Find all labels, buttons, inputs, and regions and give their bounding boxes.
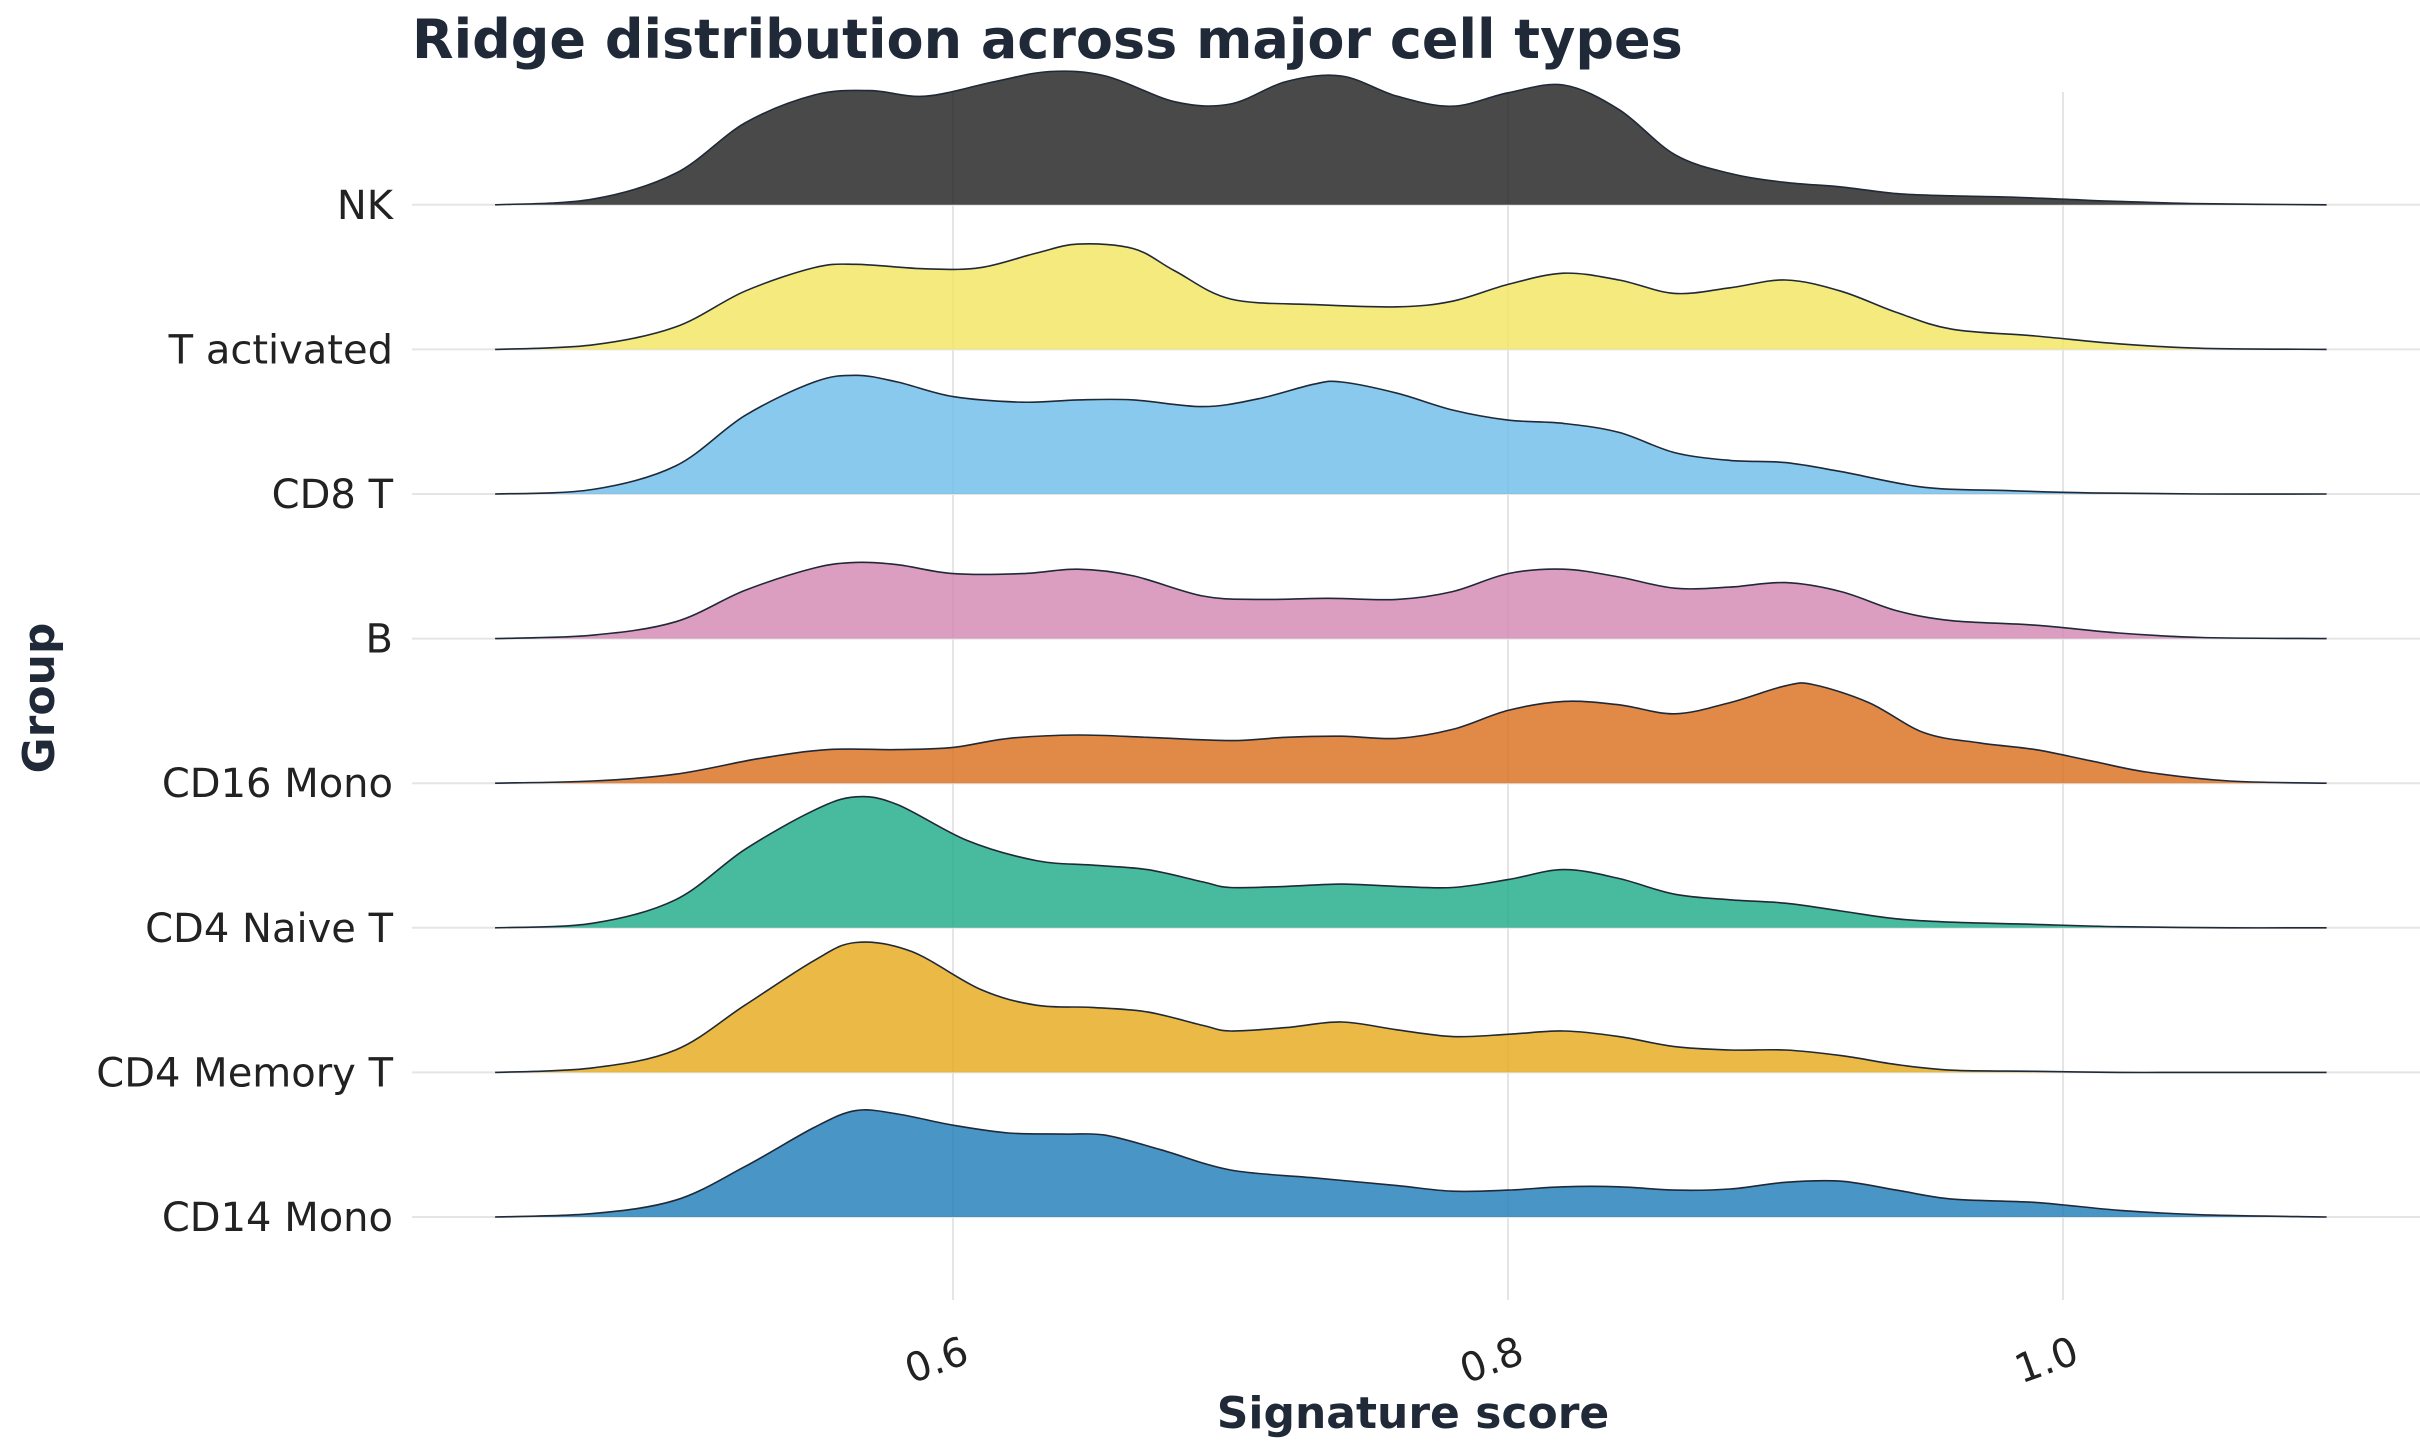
y-tick-label: B [366,617,393,663]
y-tick-label: NK [337,183,395,229]
ridge-area-cd14-mono [495,1109,2327,1217]
y-axis-title: Group [14,623,65,774]
ridges [495,70,2327,1218]
x-tick-label: 1.0 [2009,1328,2085,1393]
x-tick-label: 0.6 [899,1328,975,1393]
ridge-outline-cd16-mono [495,682,2327,784]
ridge-area-cd8-t [495,375,2327,495]
ridge-area-b [495,562,2327,639]
ridge-outline-t-activated [495,243,2327,351]
ridge-outline-cd8-t [495,374,2327,495]
ridge-area-cd16-mono [495,682,2327,784]
y-tick-label: T activated [168,327,393,373]
labels: CD14 Mono CD4 Memory T CD4 Naive T CD16 Mon… [96,183,2084,1393]
ridge-area-t-activated [495,243,2327,350]
x-axis-title: Signature score [1217,1388,1610,1439]
y-tick-label: CD4 Memory T [96,1050,393,1096]
ridge-outline-cd14-mono [495,1109,2327,1218]
y-tick-label: CD14 Mono [162,1195,393,1241]
y-tick-label: CD16 Mono [162,761,393,807]
x-tick-label: 0.8 [1454,1328,1530,1393]
ridge-area-cd4-naive-t [495,796,2327,928]
y-tick-label: CD4 Naive T [145,906,393,952]
ridge-outline-cd4-memory-t [495,941,2327,1074]
ridge-area-cd4-memory-t [495,942,2327,1073]
grid-lines [412,92,2420,1300]
ridge-outline-nk [495,70,2327,206]
y-tick-label: CD8 T [272,472,394,518]
ridge-outline-cd4-naive-t [495,795,2327,929]
ridge-area-nk [495,71,2327,205]
ridge-outline-b [495,561,2327,640]
chart-title: Ridge distribution across major cell typ… [412,8,1683,71]
